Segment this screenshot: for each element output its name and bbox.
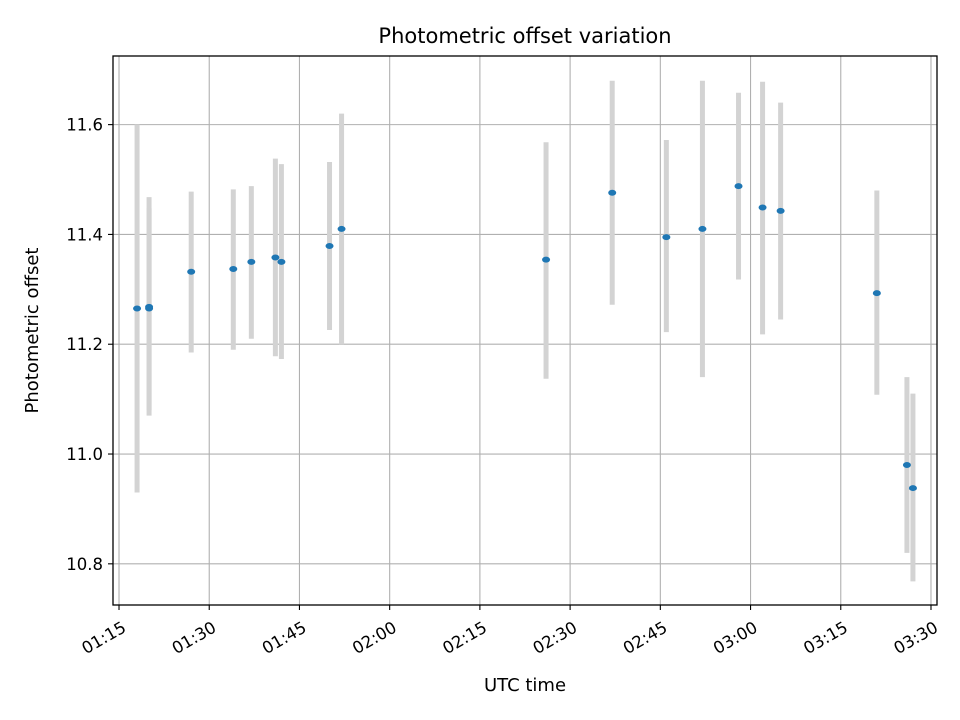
y-tick-label: 11.6	[66, 116, 103, 135]
data-point	[662, 234, 671, 241]
x-axis-title: UTC time	[484, 675, 566, 696]
data-point	[608, 189, 617, 196]
data-point	[698, 225, 707, 232]
data-point	[145, 305, 154, 312]
data-point	[872, 290, 881, 297]
data-point	[734, 183, 743, 190]
data-point	[902, 462, 911, 469]
y-tick-label: 10.8	[66, 555, 103, 574]
data-point	[187, 268, 196, 275]
data-point	[229, 266, 238, 273]
data-point	[325, 242, 334, 249]
y-tick-label: 11.2	[66, 335, 103, 354]
y-tick-label: 11.4	[66, 225, 103, 244]
data-point	[277, 258, 286, 265]
data-point	[908, 485, 917, 492]
y-tick-label: 11.0	[66, 445, 103, 464]
plot-frame	[112, 55, 938, 606]
data-point	[133, 305, 142, 312]
grid	[113, 56, 937, 605]
y-axis-title: Photometric offset	[22, 248, 43, 414]
data-points	[133, 183, 917, 492]
data-point	[776, 207, 785, 214]
data-point	[337, 225, 346, 232]
data-point	[758, 204, 767, 211]
data-point	[271, 254, 280, 261]
data-point	[542, 256, 551, 263]
chart-title: Photometric offset variation	[378, 24, 671, 48]
data-point	[247, 258, 256, 265]
